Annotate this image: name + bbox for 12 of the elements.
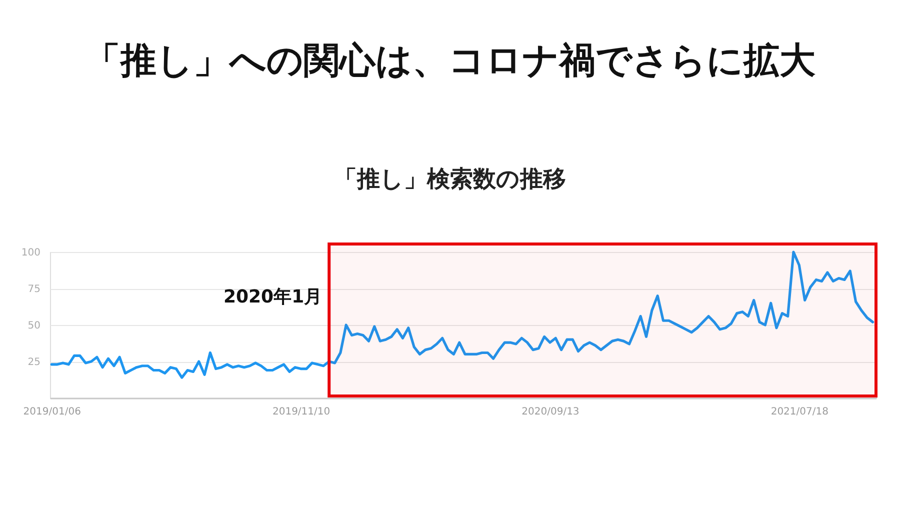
y-tick-label: 50 [28,320,40,332]
band-label: 2020年1月 [223,286,322,308]
x-tick-label: 2019/11/10 [272,406,330,418]
chart-subtitle: 「推し」検索数の推移 [334,166,566,192]
y-tick-label: 100 [21,248,40,258]
x-tick-label: 2019/01/06 [23,406,81,418]
x-tick-label: 2020/09/13 [522,406,580,418]
x-tick-label: 2021/07/18 [770,406,828,418]
y-tick-label: 25 [28,357,40,368]
y-tick-label: 75 [28,284,40,295]
chart-title: 「推し」への関心は、コロナ禍でさらに拡大 [84,40,816,82]
line-series [50,250,874,379]
